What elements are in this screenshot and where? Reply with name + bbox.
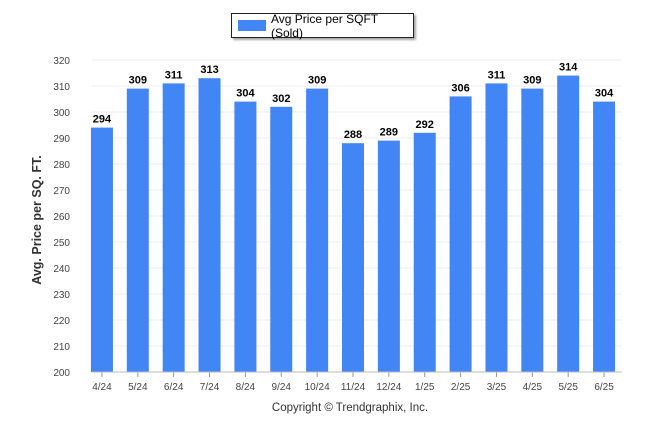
x-tick-label: 1/25 [415,382,435,393]
bar [377,140,400,372]
data-label: 294 [93,114,112,126]
data-label: 289 [380,127,398,139]
bar [90,127,113,372]
bar [126,88,149,372]
y-tick-label: 250 [53,238,70,249]
x-tick-label: 4/25 [523,382,543,393]
data-label: 314 [559,62,578,74]
x-tick-label: 10/24 [305,382,330,393]
legend-swatch [238,20,266,31]
bar [449,96,472,373]
bar [234,101,257,372]
bar [162,83,185,373]
data-label: 309 [308,75,326,87]
y-tick-label: 260 [53,212,70,223]
bar [270,106,293,373]
y-tick-label: 280 [53,160,70,171]
y-tick-label: 320 [53,56,70,67]
data-label: 309 [129,75,147,87]
bar [413,132,436,372]
x-tick-label: 8/24 [236,382,256,393]
y-tick-label: 220 [53,316,70,327]
data-label: 306 [451,82,469,94]
x-tick-label: 4/24 [92,382,112,393]
x-tick-label: 5/25 [558,382,578,393]
y-tick-label: 310 [53,82,70,93]
x-tick-label: 9/24 [272,382,292,393]
y-tick-label: 290 [53,134,70,145]
bar [342,143,364,372]
bar [593,101,616,372]
y-tick-label: 240 [53,264,70,275]
chart-legend: Avg Price per SQFT (Sold) [231,11,414,40]
legend-label: Avg Price per SQFT (Sold) [270,11,378,40]
x-tick-label: 6/24 [164,382,184,393]
data-label: 309 [523,75,541,87]
y-tick-label: 230 [53,290,70,301]
copyright-text: Copyright © Trendgraphix, Inc. [271,402,429,414]
x-tick-label: 12/24 [376,382,401,393]
data-label: 311 [488,69,506,81]
bar [485,83,508,373]
data-label: 304 [595,88,614,100]
bar [557,75,580,372]
x-tick-label: 7/24 [200,382,220,393]
data-label: 292 [416,119,434,131]
y-axis-title: Avg. Price per SQ. FT. [30,155,44,285]
data-label: 313 [200,64,218,76]
y-tick-label: 300 [53,108,70,119]
x-tick-label: 2/25 [451,382,471,393]
data-label: 302 [272,93,290,105]
y-tick-label: 270 [53,186,70,197]
x-tick-label: 3/25 [487,382,507,393]
bar [198,78,221,372]
x-tick-label: 5/24 [128,382,148,393]
x-tick-label: 6/25 [594,382,614,393]
x-tick-label: 11/24 [341,382,366,393]
data-label: 304 [236,88,255,100]
bar [521,88,544,372]
data-label: 311 [165,69,183,81]
y-tick-label: 210 [53,342,70,353]
bar [306,88,329,372]
data-label: 288 [344,129,362,141]
y-tick-label: 200 [53,368,70,379]
